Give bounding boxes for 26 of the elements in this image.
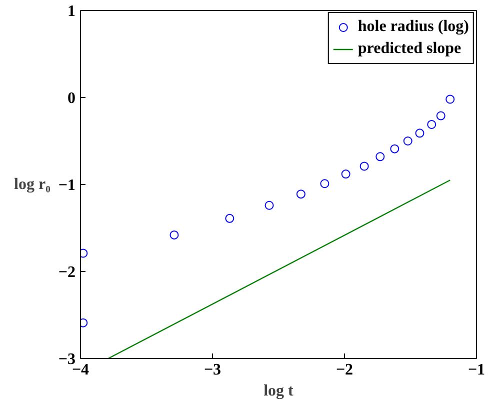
y-tick-label: −1 (58, 177, 76, 194)
point (436, 111, 446, 120)
point (296, 190, 306, 199)
point (341, 170, 350, 179)
x-axis-title: log t (264, 382, 294, 400)
legend-label: predicted slope (358, 40, 462, 58)
point (390, 144, 400, 154)
point (415, 128, 424, 138)
y-tick-label: −3 (58, 351, 76, 368)
x-tick-label: −3 (204, 362, 222, 378)
point (376, 152, 385, 162)
y-tick-label: −2 (58, 264, 76, 281)
x-tick-label: −2 (336, 362, 354, 378)
y-axis-title: log r₀ (14, 176, 51, 193)
legend-label: hole radius (log) (358, 18, 469, 36)
point (170, 230, 179, 240)
point (403, 136, 412, 146)
point (427, 120, 436, 129)
y-tick-label: 0 (68, 90, 76, 107)
point (225, 214, 234, 223)
x-tick-label: −1 (468, 362, 486, 378)
point (264, 200, 274, 210)
point (360, 162, 369, 171)
y-tick-label: 1 (68, 3, 76, 20)
point (446, 94, 455, 104)
point (320, 179, 330, 188)
